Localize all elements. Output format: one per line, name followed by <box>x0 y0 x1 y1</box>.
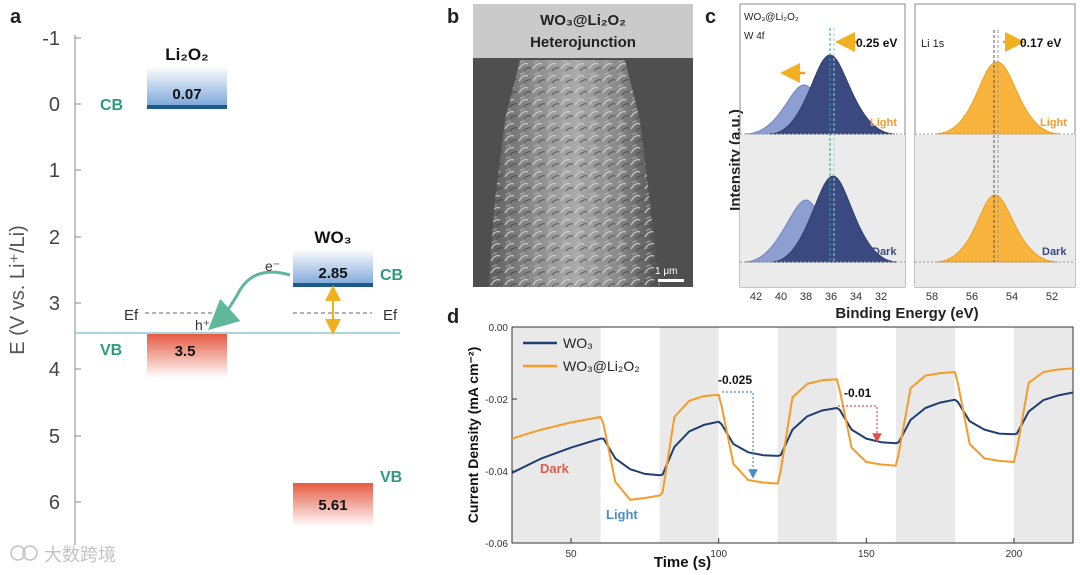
li1s-dark-label: Dark <box>1042 246 1067 258</box>
li1s-tick: 52 <box>1046 291 1058 303</box>
panel-a-y-axis-title: E (V vs. Li⁺/Li) <box>7 225 29 354</box>
y-tick-label: 5 <box>49 426 60 448</box>
y-axis-title: Current Density (mA cm⁻²) <box>465 347 481 523</box>
li1s-title: Li 1s <box>921 38 945 50</box>
w4f-tick: 36 <box>825 291 837 303</box>
li2o2-vb-value: 3.5 <box>175 343 196 360</box>
dark-interval <box>895 327 955 543</box>
li2o2-cb-value: 0.07 <box>172 86 201 103</box>
legend-label: WO₃ <box>563 335 593 351</box>
li2o2-vb-box <box>147 334 227 378</box>
w4f-tick: 38 <box>800 291 812 303</box>
x-tick-label: 200 <box>1006 549 1023 560</box>
panel-a-y-ticks: -1 0 1 2 3 4 5 6 <box>42 28 81 514</box>
wo3-cb-value: 2.85 <box>318 265 347 282</box>
wo3-cb-box <box>293 249 373 285</box>
sem-title-line2: Heterojunction <box>530 34 636 51</box>
li1s-light-label: Light <box>1040 117 1067 129</box>
y-tick-label: 2 <box>49 227 60 249</box>
dark-interval <box>1013 327 1073 543</box>
y-tick-label: 1 <box>49 160 60 182</box>
current-density-chart: 0.00 -0.02 -0.04 -0.06 50 100 150 200 Time (s) Cu… <box>465 323 1074 571</box>
watermark-logo-icon <box>10 545 26 561</box>
watermark-text: 大数跨境 <box>44 545 116 565</box>
w4f-light-label: Light <box>870 117 897 129</box>
li1s-tick: 56 <box>966 291 978 303</box>
li1s-shift: 0.17 eV <box>1020 36 1061 50</box>
annotation-2: -0.01 <box>844 386 872 400</box>
dark-region-label: Dark <box>540 461 570 476</box>
panel-a: a -1 0 1 2 3 4 5 6 E (V vs. Li⁺/Li) Li₂O… <box>7 6 403 545</box>
panel-b: b WO₃@Li₂O₂ Heterojunction 1 μm <box>447 4 693 287</box>
li2o2-vb-label: VB <box>100 342 122 359</box>
w4f-tick: 42 <box>750 291 762 303</box>
panel-d-label: d <box>447 306 459 328</box>
wo3-vb-label: VB <box>380 469 402 486</box>
x-tick-label: 150 <box>858 549 875 560</box>
series-line-wo3 <box>511 391 1074 477</box>
wo3-vb-box <box>293 483 373 527</box>
annotation-1: -0.025 <box>718 373 752 387</box>
panel-c-label: c <box>705 6 716 28</box>
panel-d: d 0.00 -0.02 -0.04 -0.06 50 100 150 200 Time (s)… <box>447 306 1074 571</box>
w4f-tick: 40 <box>775 291 787 303</box>
y-tick-label: 4 <box>49 359 60 381</box>
wo3-cb-edge <box>293 283 373 287</box>
xps-x-axis-title: Binding Energy (eV) <box>835 305 978 322</box>
sem-flake-texture <box>488 60 660 287</box>
x-axis-title: Time (s) <box>654 554 711 571</box>
electron-label: e⁻ <box>265 258 280 274</box>
li2o2-cb-label: CB <box>100 97 123 114</box>
x-tick-label: 100 <box>710 549 727 560</box>
fermi-label-right: Ef <box>383 307 398 324</box>
li2o2-cb-box <box>147 66 227 106</box>
annotation-1-arrow <box>722 391 758 479</box>
light-region-label: Light <box>606 507 638 522</box>
series-line-wo3-li2o2 <box>511 367 1074 501</box>
fermi-label-left: Ef <box>124 307 139 324</box>
y-tick-label: -1 <box>42 28 60 50</box>
li1s-dark-peak <box>934 194 1059 263</box>
li2o2-title: Li₂O₂ <box>165 45 208 64</box>
li2o2-cb-edge <box>147 105 227 109</box>
w4f-title-1: WO₃@Li₂O₂ <box>744 12 799 23</box>
w4f-x-ticks: 42 40 38 36 34 32 <box>750 291 887 303</box>
wo3-vb-value: 5.61 <box>318 497 347 514</box>
sem-title-line1: WO₃@Li₂O₂ <box>540 12 626 29</box>
li1s-tick: 54 <box>1006 291 1018 303</box>
dark-interval <box>659 327 719 543</box>
w4f-shift: 0.25 eV <box>856 36 897 50</box>
scale-bar <box>658 279 684 282</box>
annotation-2-arrow <box>838 405 882 443</box>
w4f-tick: 32 <box>875 291 887 303</box>
li1s-tick: 58 <box>926 291 938 303</box>
panel-c: c Intensity (a.u.) WO₃@Li₂O₂ W 4f 0.25 e… <box>705 3 1076 322</box>
scale-bar-label: 1 μm <box>655 266 677 277</box>
y-tick-label: 0 <box>49 94 60 116</box>
dark-interval <box>777 327 837 543</box>
plot-frame <box>511 326 1074 544</box>
panel-b-label: b <box>447 6 459 28</box>
x-tick-label: 50 <box>565 549 577 560</box>
y-tick-label: 0.00 <box>489 323 509 334</box>
wo3-cb-label: CB <box>380 267 403 284</box>
wo3-title: WO₃ <box>314 228 351 247</box>
hole-label: h⁺ <box>195 317 210 333</box>
y-tick-label: 6 <box>49 492 60 514</box>
y-tick-label: -0.06 <box>485 539 508 550</box>
y-tick-label: 3 <box>49 293 60 315</box>
w4f-title-2: W 4f <box>744 31 765 42</box>
y-tick-label: -0.04 <box>485 467 508 478</box>
watermark: 大数跨境 <box>10 545 116 565</box>
electron-transfer-arrow <box>208 270 291 331</box>
y-tick-label: -0.02 <box>485 395 508 406</box>
panel-a-label: a <box>10 6 22 28</box>
w4f-dark-label: Dark <box>872 246 897 258</box>
legend-label: WO₃@Li₂O₂ <box>563 358 640 374</box>
w4f-tick: 34 <box>850 291 862 303</box>
li1s-x-ticks: 58 56 54 52 <box>926 291 1058 303</box>
sem-title-banner <box>473 4 693 58</box>
